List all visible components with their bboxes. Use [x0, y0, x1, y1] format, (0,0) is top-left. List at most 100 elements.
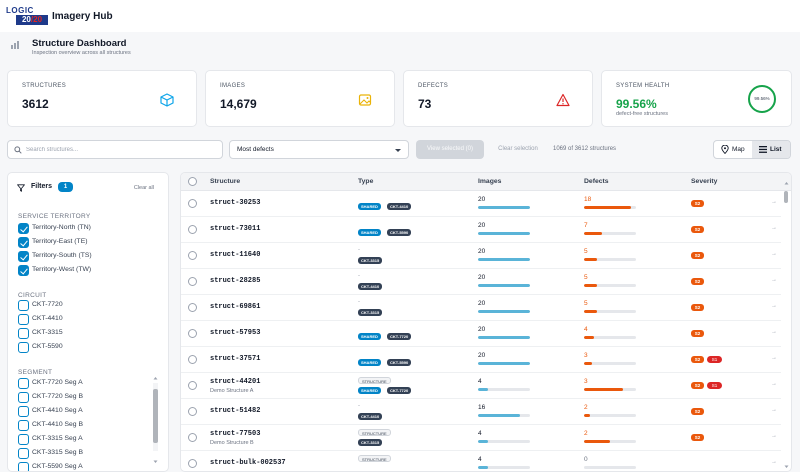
table-scroll-thumb[interactable]	[784, 191, 788, 203]
filter-option[interactable]: CKT-4410	[18, 314, 148, 326]
filter-option[interactable]: CKT-7720 Seg A	[18, 378, 148, 390]
check-icon	[20, 224, 28, 233]
row-arrow-icon[interactable]: →	[771, 251, 777, 257]
filter-option[interactable]: CKT-5590 Seg A	[18, 462, 148, 471]
structure-type-tag: STRUCTURE	[358, 377, 391, 384]
row-checkbox[interactable]	[188, 225, 197, 234]
col-structure[interactable]: Structure	[210, 178, 241, 185]
table-row[interactable]: struct-44201 Demo Structure A STRUCTURE SHA…	[181, 373, 781, 399]
clear-all-button[interactable]: Clear all	[133, 185, 154, 191]
checkbox[interactable]	[18, 462, 29, 471]
filter-option[interactable]: CKT-3315 Seg B	[18, 448, 148, 460]
col-images[interactable]: Images	[478, 178, 502, 185]
row-checkbox[interactable]	[188, 355, 197, 364]
filters-scrollbar[interactable]	[153, 383, 158, 451]
row-arrow-icon[interactable]: →	[771, 225, 777, 231]
filter-option[interactable]: Territory-North (TN)	[18, 223, 148, 235]
filter-option[interactable]: CKT-4410 Seg A	[18, 406, 148, 418]
row-checkbox[interactable]	[188, 433, 197, 442]
filter-option[interactable]: Territory-West (TW)	[18, 265, 148, 277]
search-box[interactable]	[7, 140, 223, 159]
row-checkbox[interactable]	[188, 329, 197, 338]
filter-option[interactable]: Territory-East (TE)	[18, 237, 148, 249]
checkbox[interactable]	[18, 420, 29, 431]
table-row[interactable]: struct-37571 SHARED CKT-5590 20 3 S2 S1 →	[181, 347, 781, 373]
table-row[interactable]: struct-77503 Demo Structure B STRUCTURE CKT…	[181, 425, 781, 451]
table-row[interactable]: struct-30253 SHARED CKT-4410 20 18 S2 →	[181, 191, 781, 217]
row-arrow-icon[interactable]: →	[771, 381, 777, 387]
row-arrow-icon[interactable]: →	[771, 329, 777, 335]
filter-option[interactable]: CKT-4410 Seg B	[18, 420, 148, 432]
row-arrow-icon[interactable]: →	[771, 433, 777, 439]
col-defects[interactable]: Defects	[584, 178, 609, 185]
checkbox[interactable]	[18, 434, 29, 445]
checkbox[interactable]	[18, 378, 29, 389]
row-checkbox[interactable]	[188, 199, 197, 208]
structure-name[interactable]: struct-69861	[210, 303, 261, 311]
structure-name[interactable]: struct-28285	[210, 277, 261, 285]
row-arrow-icon[interactable]: →	[771, 459, 777, 465]
table-row[interactable]: struct-11640 - CKT-3315 20 5 S2 →	[181, 243, 781, 269]
filter-option[interactable]: CKT-3315	[18, 328, 148, 340]
checkbox[interactable]	[18, 328, 29, 339]
filter-option[interactable]: CKT-3315 Seg A	[18, 434, 148, 446]
structure-name[interactable]: struct-37571	[210, 355, 261, 363]
filter-option[interactable]: CKT-5590	[18, 342, 148, 354]
table-row[interactable]: struct-bulk-002537 STRUCTURE 4 0 →	[181, 451, 781, 471]
filter-option[interactable]: CKT-7720	[18, 300, 148, 312]
structure-name[interactable]: struct-77503	[210, 430, 261, 438]
row-checkbox[interactable]	[188, 459, 197, 468]
table-scrollbar[interactable]	[784, 181, 790, 471]
structure-name[interactable]: struct-57953	[210, 329, 261, 337]
select-all-checkbox[interactable]	[188, 177, 197, 186]
row-checkbox[interactable]	[188, 381, 197, 390]
scroll-down-icon[interactable]	[153, 459, 158, 464]
scroll-down-icon[interactable]	[784, 464, 789, 469]
structure-name[interactable]: struct-73011	[210, 225, 261, 233]
checkbox[interactable]	[18, 237, 29, 248]
list-view-button[interactable]: List	[752, 141, 790, 158]
logo[interactable]: LOGIC 20/20	[6, 6, 48, 26]
structure-name[interactable]: struct-11640	[210, 251, 261, 259]
row-checkbox[interactable]	[188, 251, 197, 260]
table-row[interactable]: struct-28285 - CKT-4410 20 5 S2 →	[181, 269, 781, 295]
table-row[interactable]: struct-73011 SHARED CKT-5590 20 7 S2 →	[181, 217, 781, 243]
structure-name[interactable]: struct-bulk-002537	[210, 459, 286, 467]
row-arrow-icon[interactable]: →	[771, 277, 777, 283]
filter-option[interactable]: Territory-South (TS)	[18, 251, 148, 263]
clear-selection-button[interactable]: Clear selection	[498, 146, 538, 152]
structure-name[interactable]: struct-30253	[210, 199, 261, 207]
table-row[interactable]: struct-51482 - CKT-4410 16 2 S2 →	[181, 399, 781, 425]
checkbox[interactable]	[18, 300, 29, 311]
checkbox[interactable]	[18, 392, 29, 403]
table-row[interactable]: struct-69861 - CKT-3315 20 5 S2 →	[181, 295, 781, 321]
scroll-up-icon[interactable]	[153, 376, 158, 381]
checkbox[interactable]	[18, 448, 29, 459]
scroll-up-icon[interactable]	[784, 181, 789, 186]
col-severity[interactable]: Severity	[691, 178, 718, 185]
search-input[interactable]	[26, 144, 216, 156]
checkbox[interactable]	[18, 314, 29, 325]
map-view-button[interactable]: Map	[714, 141, 752, 158]
row-checkbox[interactable]	[188, 303, 197, 312]
table-row[interactable]: struct-57953 SHARED CKT-7720 20 4 S2 →	[181, 321, 781, 347]
row-checkbox[interactable]	[188, 277, 197, 286]
defects-count: 7	[584, 222, 588, 229]
structure-name[interactable]: struct-51482	[210, 407, 261, 415]
filter-option[interactable]: CKT-7720 Seg B	[18, 392, 148, 404]
checkbox[interactable]	[18, 342, 29, 353]
row-arrow-icon[interactable]: →	[771, 199, 777, 205]
filters-scroll-thumb[interactable]	[153, 389, 158, 443]
sort-select[interactable]: Most defects	[229, 140, 409, 159]
checkbox[interactable]	[18, 265, 29, 276]
structure-name[interactable]: struct-44201	[210, 378, 261, 386]
row-arrow-icon[interactable]: →	[771, 407, 777, 413]
row-arrow-icon[interactable]: →	[771, 303, 777, 309]
checkbox[interactable]	[18, 223, 29, 234]
view-selected-button[interactable]: View selected (0)	[416, 140, 484, 159]
checkbox[interactable]	[18, 251, 29, 262]
checkbox[interactable]	[18, 406, 29, 417]
col-type[interactable]: Type	[358, 178, 374, 185]
row-checkbox[interactable]	[188, 407, 197, 416]
row-arrow-icon[interactable]: →	[771, 355, 777, 361]
